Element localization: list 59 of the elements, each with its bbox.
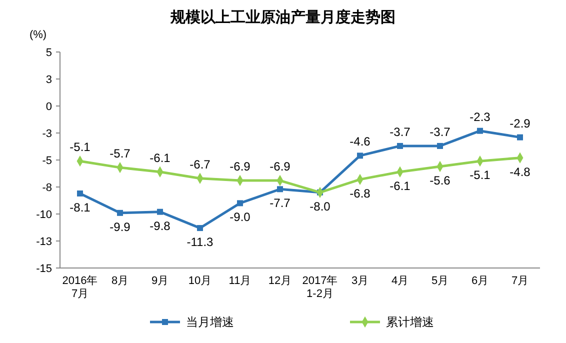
y-tick-label: 3 [46, 74, 52, 86]
data-label: -6.7 [190, 157, 211, 172]
point [77, 190, 83, 196]
x-tick-label: 2016年 7月 [62, 275, 98, 300]
data-label: -5.1 [70, 140, 91, 154]
point [277, 186, 283, 192]
y-tick-label: -15 [36, 263, 52, 275]
point [157, 208, 163, 215]
point [197, 225, 203, 232]
data-label: -8.1 [70, 200, 91, 214]
data-label: -6.8 [350, 186, 371, 200]
x-tick-label: 11月 [228, 275, 252, 287]
data-label: -4.6 [350, 134, 371, 149]
data-label: -8.0 [310, 199, 331, 214]
data-label: -6.1 [390, 178, 411, 193]
x-tick-label: 6月 [471, 275, 489, 287]
point [437, 142, 443, 149]
chart-title: 规模以上工业原油产量月度走势图 [170, 8, 396, 26]
data-label: -6.9 [270, 160, 291, 174]
y-tick-label: 0 [46, 101, 52, 113]
y-tick-label: -8 [42, 182, 52, 194]
point [477, 128, 483, 134]
data-label: -9.0 [230, 210, 251, 224]
legend-label: 当月增速 [186, 315, 234, 329]
x-tick-label: 9月 [151, 275, 169, 287]
data-label: -9.9 [110, 220, 131, 234]
x-tick-label: 10月 [188, 275, 212, 287]
point [357, 152, 363, 159]
data-label: -5.7 [110, 146, 131, 161]
x-tick-label: 4月 [391, 275, 409, 287]
data-label: -11.3 [186, 235, 214, 250]
data-label: -7.7 [270, 196, 291, 210]
data-label: -3.7 [390, 124, 411, 139]
point [517, 134, 523, 140]
y-tick-label: -3 [42, 128, 52, 140]
point [237, 200, 243, 206]
y-tick-label: -10 [36, 209, 52, 221]
y-tick-label: 5 [46, 47, 52, 59]
data-label: -2.9 [510, 116, 531, 130]
data-label: -4.8 [510, 164, 531, 179]
y-tick-label: -5 [42, 155, 52, 167]
x-tick-label: 12月 [268, 275, 292, 287]
data-label: -9.8 [150, 218, 171, 233]
point [117, 210, 123, 216]
x-tick-label: 2017年 1-2月 [302, 275, 338, 300]
point [397, 142, 403, 149]
y-axis-title: (%) [29, 29, 47, 41]
data-label: -5.1 [470, 168, 491, 182]
data-label: -3.7 [430, 124, 451, 139]
x-tick-label: 7月 [511, 275, 529, 287]
data-label: -2.3 [470, 110, 491, 124]
data-label: -5.6 [430, 173, 451, 188]
data-label: -6.9 [230, 160, 251, 174]
x-tick-label: 3月 [351, 275, 369, 287]
y-tick-label: -13 [36, 236, 52, 248]
legend-label: 累计增速 [386, 315, 434, 329]
x-tick-label: 5月 [431, 275, 449, 287]
x-tick-label: 8月 [111, 275, 129, 287]
data-label: -6.1 [150, 150, 171, 165]
